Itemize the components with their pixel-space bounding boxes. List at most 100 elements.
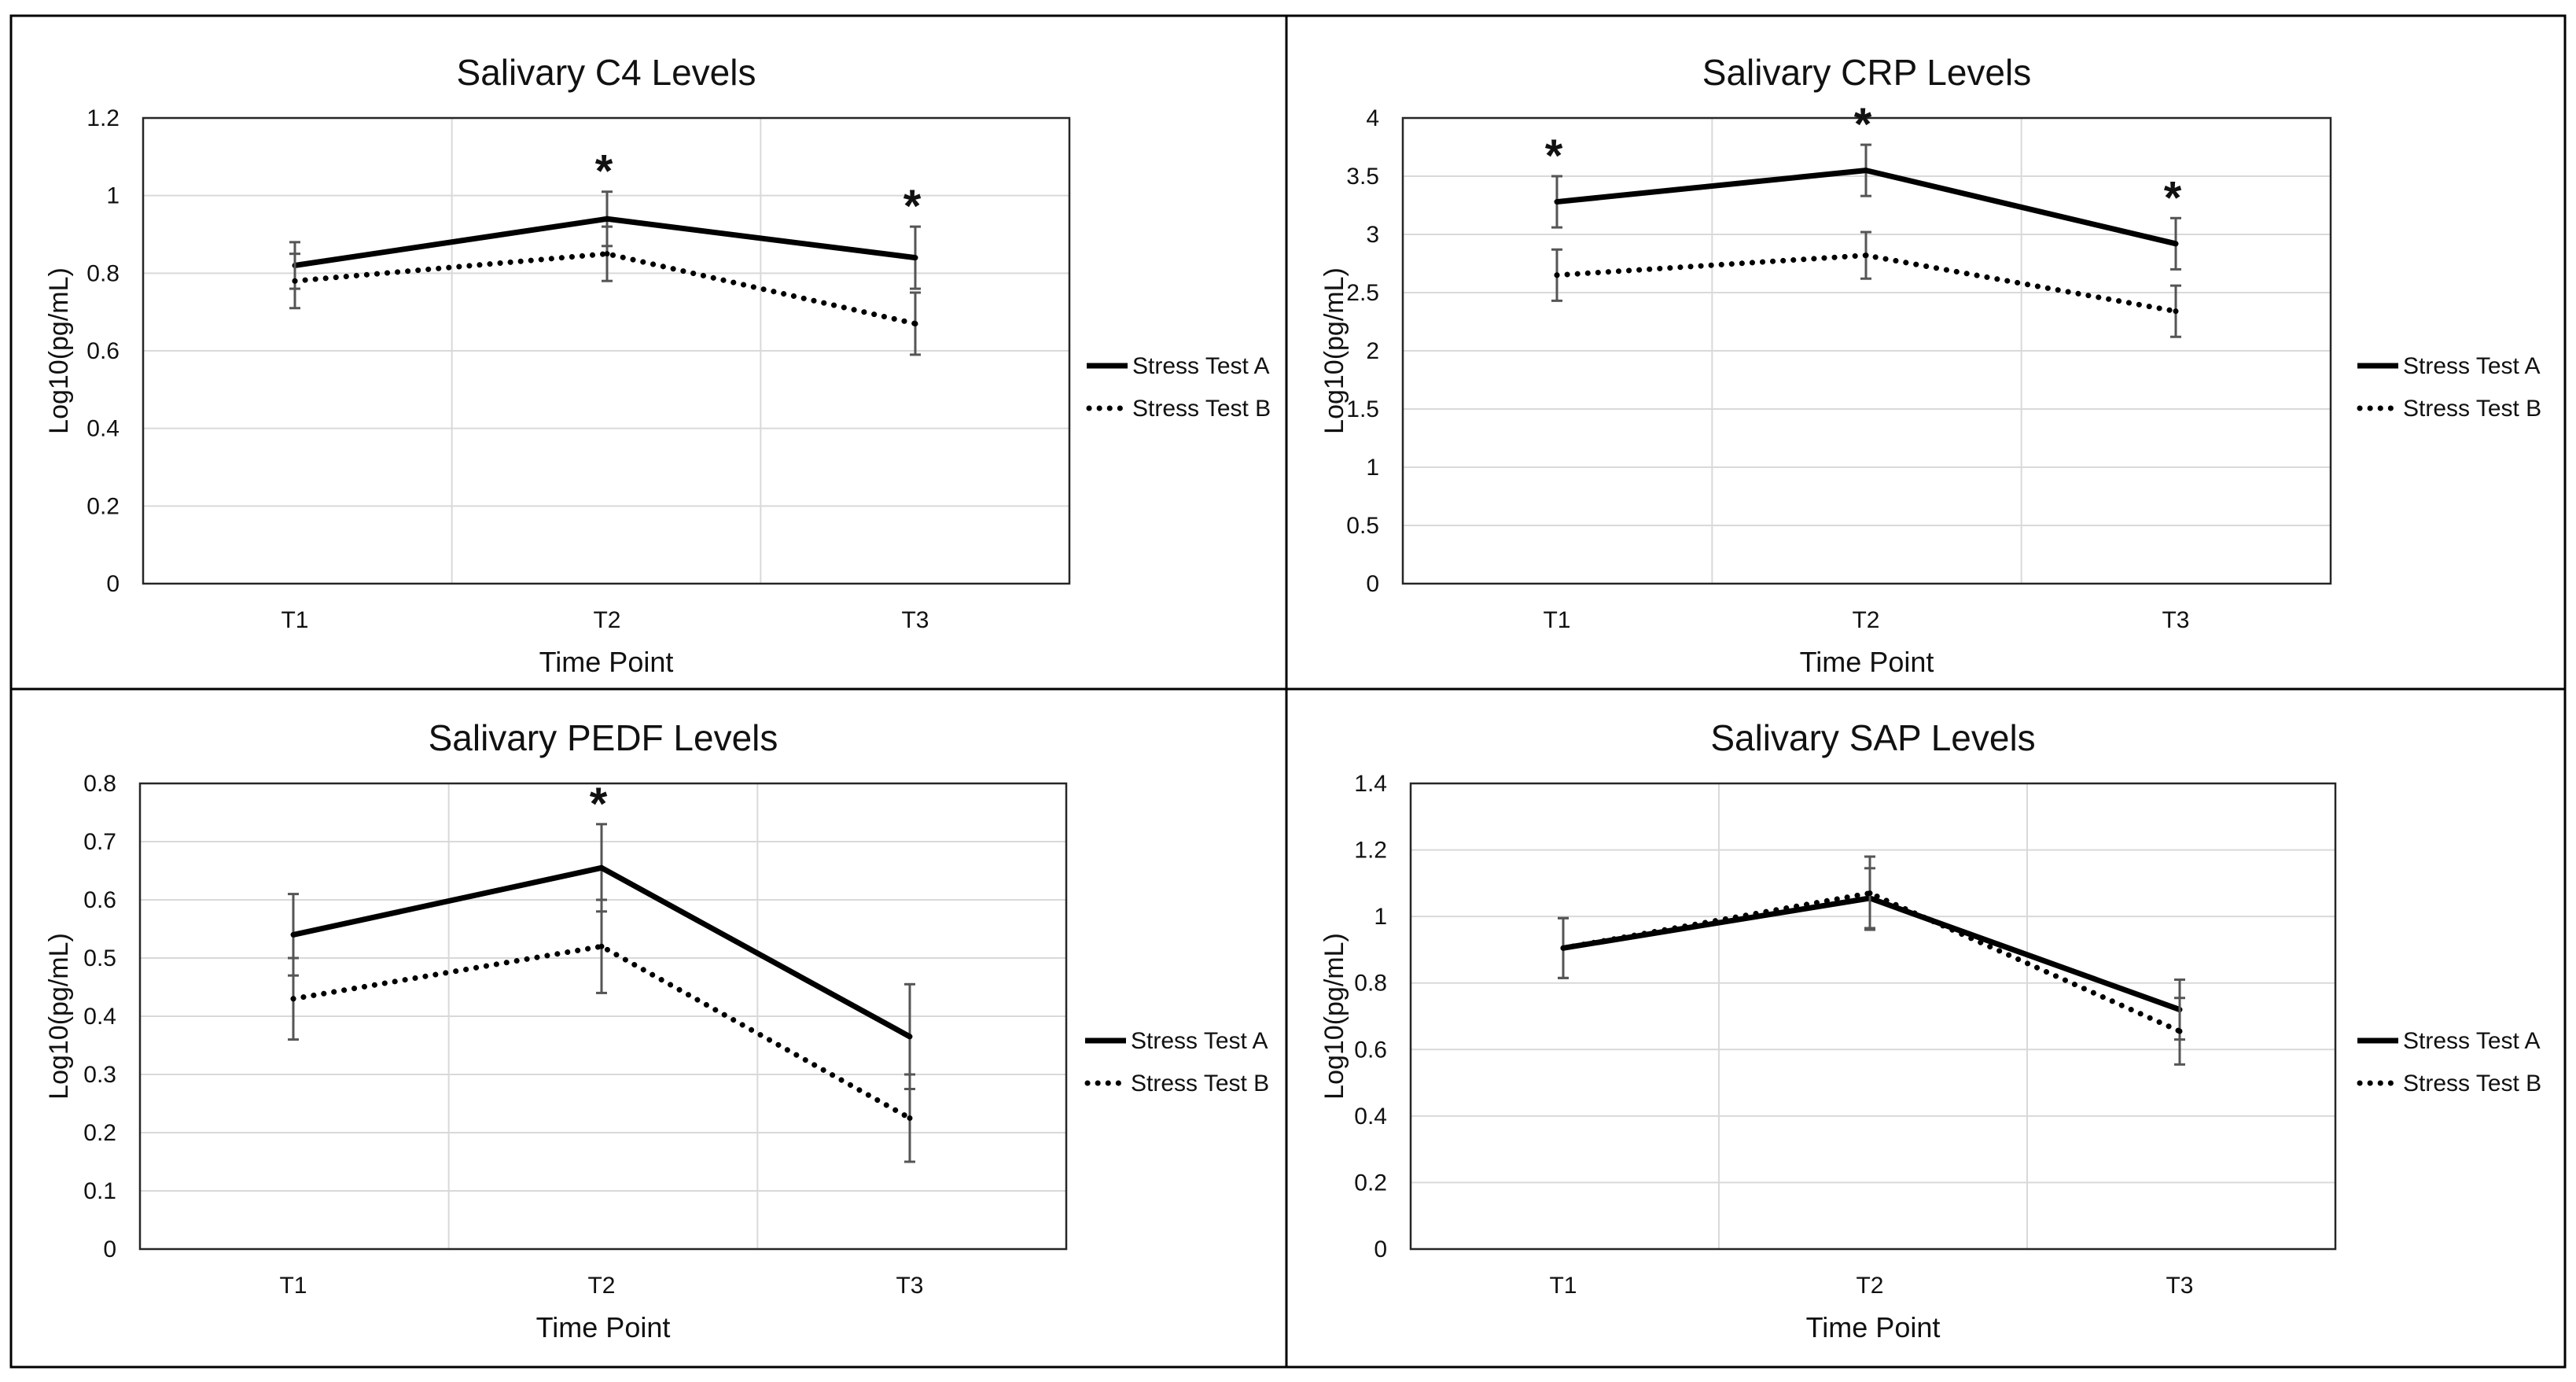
legend-label: Stress Test A [1132, 353, 1270, 379]
x-axis-label: Time Point [1800, 646, 1934, 678]
data-point [598, 943, 605, 949]
legend-entry: Stress Test A [1085, 1028, 1268, 1054]
legend-entry: Stress Test B [1086, 396, 1271, 422]
y-tick-label: 0.6 [1354, 1037, 1387, 1063]
y-tick-label: 0.4 [86, 416, 120, 442]
x-tick-label: T1 [281, 607, 308, 633]
y-tick-label: 0.8 [83, 771, 116, 797]
panel-border [9, 14, 1288, 691]
legend-entry: Stress Test B [1084, 1071, 1269, 1096]
legend-label: Stress Test A [1131, 1028, 1268, 1054]
legend-entry: Stress Test B [2357, 1071, 2541, 1096]
y-tick-label: 2 [1366, 338, 1379, 364]
legend-label: Stress Test B [2403, 1071, 2541, 1096]
plot-area-frame [138, 782, 1068, 1251]
legend-label: Stress Test A [2403, 1028, 2541, 1054]
y-tick-label: 1.4 [1354, 771, 1387, 797]
y-tick-label: 0.4 [83, 1004, 116, 1030]
x-tick-label: T2 [593, 607, 620, 633]
chart-title: Salivary SAP Levels [1710, 717, 2035, 758]
y-axis-label: Log10(pg/mL) [44, 267, 74, 434]
y-tick-label: 0.4 [1354, 1104, 1387, 1130]
x-tick-label: T3 [901, 607, 929, 633]
legend-label: Stress Test B [2403, 396, 2541, 422]
y-tick-label: 1.5 [1346, 396, 1379, 422]
x-axis-label: Time Point [539, 646, 674, 678]
y-tick-label: 0 [106, 571, 120, 597]
y-tick-label: 0 [103, 1236, 116, 1262]
data-point [907, 1115, 913, 1121]
data-point [604, 216, 610, 222]
legend-entry: Stress Test A [2357, 353, 2541, 379]
data-point [290, 931, 296, 938]
y-tick-label: 2.5 [1346, 280, 1379, 306]
y-tick-label: 1.2 [1354, 838, 1387, 864]
x-tick-label: T3 [896, 1273, 923, 1299]
y-tick-label: 0 [1374, 1236, 1387, 1262]
legend-label: Stress Test B [1132, 396, 1271, 422]
panel-border [1285, 687, 2567, 1369]
data-point [1863, 168, 1869, 174]
data-point [912, 255, 918, 261]
chart-panel-2: 0 0.5 1 1.5 2 2.5 3 3.5 4 T1 T2 T3 Salivary CRP Leve… [1285, 14, 2567, 691]
data-point [1560, 945, 1566, 951]
x-tick-label: T2 [1852, 607, 1879, 633]
series-line-stress-test-b [292, 251, 918, 326]
y-tick-label: 1 [106, 183, 120, 209]
y-tick-label: 0 [1366, 571, 1379, 597]
significance-asterisk: * [595, 146, 613, 197]
significance-asterisk: * [1854, 99, 1872, 150]
data-point [907, 1034, 913, 1040]
chart-panel-1: 0 0.2 0.4 0.6 0.8 1 1.2 T1 T2 T3 Salivary C4 Level… [9, 14, 1288, 691]
y-axis-label: Log10(pg/mL) [1319, 933, 1349, 1100]
y-tick-label: 1 [1366, 455, 1379, 481]
y-tick-label: 0.3 [83, 1062, 116, 1088]
legend-entry: Stress Test A [1087, 353, 1270, 379]
legend-entry: Stress Test A [2357, 1028, 2541, 1054]
y-tick-label: 0.6 [83, 887, 116, 913]
panel-border [1285, 14, 2567, 691]
data-point [2177, 1028, 2183, 1034]
x-tick-label: T1 [279, 1273, 307, 1299]
x-tick-label: T1 [1543, 607, 1570, 633]
y-axis-label: Log10(pg/mL) [1319, 267, 1349, 434]
data-point [290, 996, 296, 1002]
y-tick-label: 0.7 [83, 829, 116, 855]
plot-area-frame [142, 116, 1071, 585]
significance-asterisk: * [590, 779, 608, 830]
y-tick-label: 0.1 [83, 1178, 116, 1204]
x-tick-label: T2 [1856, 1273, 1883, 1299]
x-tick-label: T3 [2166, 1273, 2193, 1299]
data-point [2173, 308, 2179, 315]
y-axis-label: Log10(pg/mL) [44, 933, 74, 1100]
y-tick-label: 0.5 [83, 945, 116, 971]
panel-border [9, 687, 1288, 1369]
significance-asterisk: * [2164, 172, 2182, 223]
data-point [912, 320, 918, 326]
y-tick-label: 1 [1374, 904, 1387, 930]
y-tick-label: 0.8 [1354, 971, 1387, 997]
data-point [1554, 199, 1560, 205]
chart-panel-3: 0 0.1 0.2 0.3 0.4 0.5 0.6 0.7 0.8 T1 T2 T3 Salivary … [9, 687, 1288, 1369]
data-point [604, 251, 610, 257]
x-tick-label: T3 [2162, 607, 2189, 633]
y-tick-label: 3.5 [1346, 164, 1379, 190]
x-tick-label: T1 [1549, 1273, 1577, 1299]
data-point [1554, 272, 1560, 278]
data-point [292, 278, 298, 284]
y-tick-label: 0.2 [83, 1120, 116, 1146]
y-tick-label: 3 [1366, 222, 1379, 248]
y-tick-label: 4 [1366, 105, 1379, 131]
legend-label: Stress Test A [2403, 353, 2541, 379]
y-tick-label: 0.6 [86, 338, 120, 364]
data-point [598, 864, 605, 871]
y-tick-label: 0.5 [1346, 513, 1379, 539]
data-point [1867, 890, 1873, 897]
significance-asterisk: * [903, 181, 922, 232]
x-axis-label: Time Point [536, 1311, 671, 1343]
significance-asterisk: * [1545, 131, 1563, 182]
legend-label: Stress Test B [1131, 1071, 1269, 1096]
series-line-stress-test-a [1562, 895, 2181, 1012]
